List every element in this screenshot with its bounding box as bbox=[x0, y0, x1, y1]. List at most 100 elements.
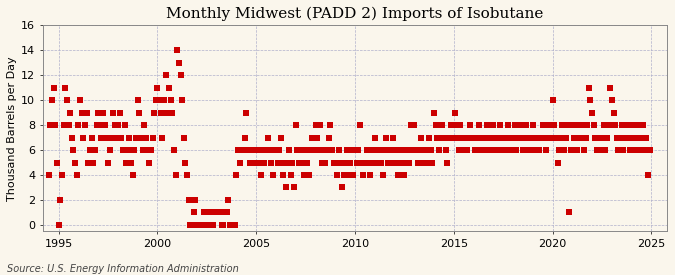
Point bbox=[544, 123, 555, 127]
Point bbox=[139, 123, 150, 127]
Point bbox=[157, 135, 168, 140]
Point bbox=[514, 123, 525, 127]
Point bbox=[356, 160, 367, 165]
Point bbox=[188, 210, 199, 215]
Point bbox=[319, 148, 329, 152]
Point bbox=[47, 98, 57, 102]
Point bbox=[333, 148, 344, 152]
Point bbox=[295, 148, 306, 152]
Point bbox=[466, 135, 477, 140]
Point bbox=[452, 135, 462, 140]
Title: Monthly Midwest (PADD 2) Imports of Isobutane: Monthly Midwest (PADD 2) Imports of Isob… bbox=[166, 7, 543, 21]
Y-axis label: Thousand Barrels per Day: Thousand Barrels per Day bbox=[7, 56, 17, 200]
Point bbox=[598, 123, 609, 127]
Point bbox=[504, 135, 515, 140]
Point bbox=[63, 123, 74, 127]
Point bbox=[323, 135, 334, 140]
Point bbox=[506, 148, 517, 152]
Point bbox=[360, 160, 371, 165]
Point bbox=[475, 148, 485, 152]
Point bbox=[315, 123, 326, 127]
Point bbox=[190, 198, 200, 202]
Point bbox=[463, 135, 474, 140]
Point bbox=[207, 210, 217, 215]
Point bbox=[448, 123, 459, 127]
Point bbox=[213, 210, 224, 215]
Point bbox=[256, 173, 267, 177]
Point bbox=[387, 135, 398, 140]
Point bbox=[140, 135, 151, 140]
Point bbox=[124, 135, 135, 140]
Point bbox=[88, 160, 99, 165]
Point bbox=[631, 123, 642, 127]
Point bbox=[336, 185, 347, 190]
Point bbox=[500, 148, 510, 152]
Point bbox=[526, 148, 537, 152]
Point bbox=[427, 160, 438, 165]
Point bbox=[101, 135, 112, 140]
Point bbox=[126, 160, 136, 165]
Point bbox=[119, 123, 130, 127]
Point bbox=[537, 123, 548, 127]
Point bbox=[645, 148, 655, 152]
Point bbox=[376, 160, 387, 165]
Point bbox=[95, 123, 105, 127]
Point bbox=[639, 148, 650, 152]
Point bbox=[338, 173, 349, 177]
Point bbox=[114, 111, 125, 115]
Point bbox=[103, 160, 113, 165]
Point bbox=[491, 148, 502, 152]
Point bbox=[560, 135, 571, 140]
Point bbox=[163, 86, 174, 90]
Point bbox=[249, 160, 260, 165]
Point bbox=[131, 135, 142, 140]
Point bbox=[43, 173, 54, 177]
Point bbox=[175, 73, 186, 77]
Point bbox=[641, 135, 652, 140]
Point bbox=[290, 123, 301, 127]
Point bbox=[313, 148, 324, 152]
Point bbox=[219, 210, 230, 215]
Point bbox=[486, 148, 497, 152]
Point bbox=[369, 135, 380, 140]
Point bbox=[117, 148, 128, 152]
Point bbox=[373, 160, 383, 165]
Point bbox=[551, 135, 562, 140]
Point bbox=[414, 148, 425, 152]
Point bbox=[510, 123, 520, 127]
Point bbox=[328, 160, 339, 165]
Point bbox=[208, 223, 219, 227]
Point bbox=[234, 160, 245, 165]
Point bbox=[320, 160, 331, 165]
Point bbox=[240, 135, 250, 140]
Point bbox=[231, 173, 242, 177]
Point bbox=[394, 148, 405, 152]
Point bbox=[137, 148, 148, 152]
Point bbox=[485, 135, 495, 140]
Point bbox=[377, 173, 388, 177]
Point bbox=[73, 123, 84, 127]
Point bbox=[455, 123, 466, 127]
Point bbox=[518, 148, 529, 152]
Point bbox=[572, 148, 583, 152]
Point bbox=[310, 123, 321, 127]
Point bbox=[160, 73, 171, 77]
Point bbox=[533, 135, 543, 140]
Point bbox=[236, 148, 247, 152]
Point bbox=[121, 160, 132, 165]
Point bbox=[132, 98, 143, 102]
Point bbox=[610, 123, 620, 127]
Point bbox=[91, 123, 102, 127]
Point bbox=[225, 223, 236, 227]
Point bbox=[76, 111, 87, 115]
Point bbox=[565, 148, 576, 152]
Point bbox=[503, 123, 514, 127]
Point bbox=[375, 148, 385, 152]
Point bbox=[445, 123, 456, 127]
Point bbox=[409, 123, 420, 127]
Point bbox=[501, 135, 512, 140]
Point bbox=[570, 123, 581, 127]
Point bbox=[435, 135, 446, 140]
Point bbox=[541, 148, 551, 152]
Point bbox=[634, 148, 645, 152]
